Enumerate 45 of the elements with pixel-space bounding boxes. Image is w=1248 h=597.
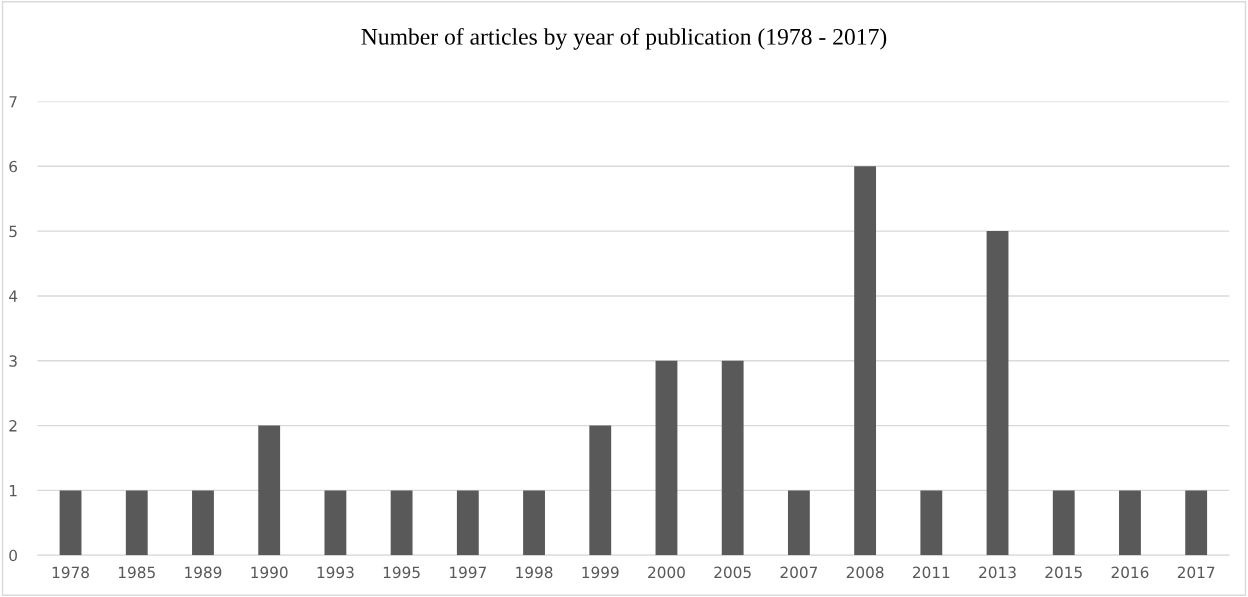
y-tick-label: 3 (9, 355, 17, 367)
x-tick-label: 1995 (383, 566, 420, 579)
x-tick-label: 2016 (1111, 566, 1149, 579)
bar (192, 490, 214, 556)
y-tick-label: 6 (9, 160, 18, 173)
x-tick-label: 2008 (846, 566, 884, 579)
bar (390, 490, 413, 556)
x-tick-label: 1997 (450, 566, 486, 579)
x-tick-label: 2005 (714, 566, 751, 579)
x-tick-label: 2017 (1177, 566, 1215, 579)
bar (59, 490, 82, 556)
x-tick-label: 2013 (979, 566, 1016, 579)
bar (986, 231, 1009, 556)
x-tick-label: 1985 (119, 566, 155, 579)
bar (523, 490, 545, 556)
bar (787, 490, 810, 556)
x-tick-label: 1990 (251, 566, 288, 579)
bar (721, 360, 744, 556)
bar (589, 425, 612, 556)
x-tick-label: 1993 (317, 566, 354, 579)
x-tick-label: 1999 (582, 566, 619, 579)
y-tick-label: 2 (9, 420, 17, 432)
x-tick-label: 1978 (52, 566, 89, 579)
bar (920, 490, 943, 556)
bar (1052, 490, 1075, 556)
x-tick-label: 2000 (648, 566, 685, 579)
x-tick-label: 2007 (780, 566, 818, 579)
y-tick-label: 5 (9, 225, 17, 238)
bar (854, 166, 877, 556)
chart-title: Number of articles by year of publication (1978 - 2017) (361, 27, 887, 50)
bar (324, 490, 347, 556)
x-tick-label: 2011 (913, 566, 950, 579)
y-tick-label: 4 (9, 290, 18, 302)
x-tick-label: 1989 (185, 566, 222, 579)
x-tick-label: 1998 (516, 566, 553, 579)
bar (655, 360, 678, 556)
bar (1185, 490, 1208, 556)
y-tick-label: 7 (9, 96, 17, 108)
y-tick-label: 0 (9, 549, 17, 562)
bar (125, 490, 148, 556)
bar (258, 425, 281, 556)
y-tick-label: 1 (9, 485, 17, 497)
x-tick-label: 2015 (1045, 566, 1082, 579)
bar (456, 490, 479, 556)
bar (1119, 490, 1141, 556)
